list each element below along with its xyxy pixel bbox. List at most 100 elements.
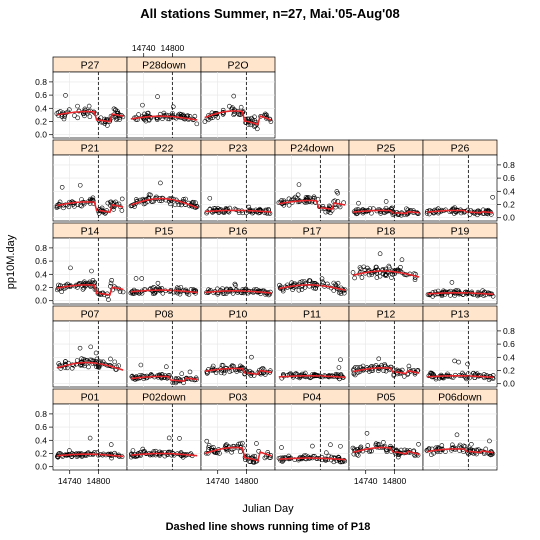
panel-p22: P22 bbox=[126, 139, 202, 222]
data-point bbox=[206, 443, 212, 448]
panel-p10: P10 bbox=[200, 305, 276, 388]
data-point bbox=[482, 375, 487, 381]
data-point bbox=[113, 107, 118, 113]
data-point bbox=[280, 288, 286, 294]
smooth-line bbox=[426, 209, 494, 214]
data-point bbox=[114, 117, 119, 123]
data-point bbox=[259, 288, 264, 294]
data-point bbox=[56, 361, 62, 366]
panel-p21: P21 bbox=[52, 139, 128, 222]
data-point bbox=[77, 182, 83, 188]
data-point bbox=[149, 373, 155, 379]
smooth-line bbox=[204, 209, 272, 213]
data-point bbox=[353, 365, 358, 370]
data-point bbox=[62, 359, 68, 364]
data-point bbox=[465, 361, 470, 367]
data-point bbox=[66, 204, 72, 210]
data-point bbox=[193, 200, 198, 206]
data-point bbox=[157, 373, 162, 378]
y-tick-label: 0.0 bbox=[35, 296, 47, 306]
data-point bbox=[317, 204, 322, 210]
panel-p24down: P24down bbox=[274, 139, 350, 222]
data-point bbox=[376, 207, 382, 212]
data-point bbox=[202, 119, 208, 124]
data-point bbox=[252, 124, 257, 129]
panel-p01: P01 bbox=[52, 388, 128, 471]
data-point bbox=[315, 196, 321, 202]
data-point bbox=[439, 443, 445, 448]
data-point bbox=[194, 121, 200, 127]
y-tick-label: 0.0 bbox=[503, 213, 515, 223]
panel-p13: P13 bbox=[422, 305, 498, 388]
data-point bbox=[478, 373, 483, 378]
strip-label: P28down bbox=[142, 60, 186, 72]
data-point bbox=[109, 277, 114, 283]
y-tick-label: 0.4 bbox=[35, 269, 47, 279]
data-point bbox=[461, 443, 467, 449]
panel-plot-area bbox=[348, 403, 424, 471]
data-point bbox=[129, 451, 134, 457]
data-point bbox=[87, 357, 93, 363]
data-point bbox=[267, 291, 273, 297]
data-point bbox=[386, 263, 392, 269]
data-point bbox=[456, 359, 461, 365]
data-point bbox=[236, 112, 242, 117]
data-point bbox=[87, 114, 93, 120]
strip-label: P02down bbox=[142, 392, 186, 404]
data-point bbox=[292, 457, 297, 462]
data-point bbox=[252, 454, 258, 459]
data-point bbox=[211, 290, 216, 296]
data-point bbox=[432, 292, 438, 297]
data-point bbox=[378, 211, 383, 216]
data-point bbox=[415, 211, 420, 216]
data-point bbox=[88, 344, 94, 350]
data-point bbox=[356, 200, 361, 206]
panel-p19: P19 bbox=[422, 222, 498, 305]
x-tick-label: 14740 bbox=[354, 476, 378, 486]
data-point bbox=[228, 365, 234, 370]
data-point bbox=[302, 279, 307, 284]
data-point bbox=[376, 368, 381, 374]
strip-label: P22 bbox=[155, 143, 174, 155]
y-tick-label: 0.0 bbox=[35, 462, 47, 472]
data-point bbox=[402, 447, 407, 453]
data-point bbox=[449, 280, 455, 285]
x-tick-label: 14800 bbox=[87, 476, 111, 486]
data-point bbox=[297, 454, 303, 460]
data-point bbox=[465, 374, 471, 380]
data-point bbox=[389, 205, 395, 211]
data-point bbox=[478, 292, 484, 297]
data-point bbox=[67, 107, 72, 112]
data-point bbox=[452, 358, 457, 364]
axes: 0.0 0.2 0.4 0.6 0.8 14740 14800 0.0 0.2 0.4 0.6 0.8… bbox=[35, 43, 515, 486]
chart-title: All stations Summer, n=27, Mai.'05-Aug'0… bbox=[140, 6, 399, 21]
smooth-line bbox=[130, 197, 198, 209]
data-point bbox=[323, 450, 329, 455]
smooth-line bbox=[278, 284, 346, 291]
data-point bbox=[120, 114, 126, 120]
panel-p23: P23 bbox=[200, 139, 276, 222]
data-point bbox=[463, 289, 469, 295]
x-tick-label: 14740 bbox=[58, 476, 82, 486]
smooth-line bbox=[352, 446, 420, 456]
data-point bbox=[258, 208, 264, 213]
data-point bbox=[385, 269, 390, 275]
data-point bbox=[136, 112, 141, 117]
panel-p11: P11 bbox=[274, 305, 350, 388]
data-point bbox=[404, 206, 409, 212]
y-tick-label: 0.8 bbox=[503, 160, 515, 170]
data-point bbox=[207, 195, 213, 201]
data-point bbox=[221, 370, 227, 376]
data-point bbox=[160, 290, 166, 296]
strip-label: P03 bbox=[229, 392, 248, 404]
data-point bbox=[365, 443, 371, 448]
data-point bbox=[224, 287, 230, 293]
data-point bbox=[87, 435, 93, 441]
panel-p05: P05 bbox=[348, 388, 424, 471]
data-point bbox=[389, 275, 394, 280]
panel-p04: P04 bbox=[274, 388, 350, 471]
data-point bbox=[247, 459, 252, 464]
strip-label: P01 bbox=[81, 392, 100, 404]
data-point bbox=[140, 102, 145, 108]
y-tick-label: 0.4 bbox=[35, 435, 47, 445]
